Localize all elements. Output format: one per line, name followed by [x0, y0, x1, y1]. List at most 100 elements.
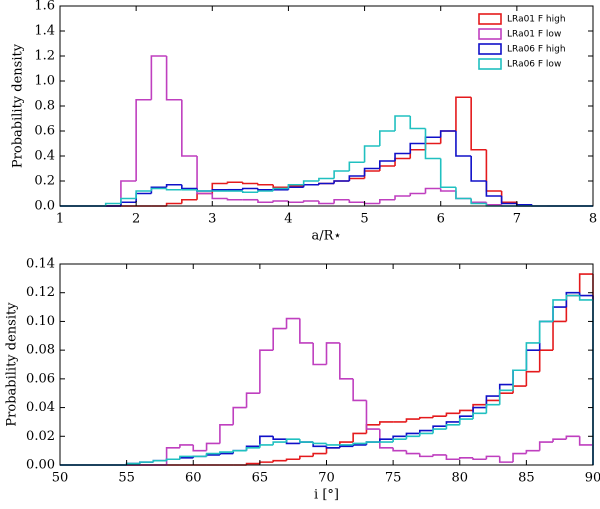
histogram-step [525, 349, 540, 371]
histogram-step [181, 198, 198, 204]
histogram-step [552, 438, 567, 443]
histogram-step [379, 160, 396, 169]
histogram-step [525, 449, 540, 454]
histogram-step [439, 188, 456, 192]
histogram-step [405, 432, 420, 437]
histogram-step [318, 182, 335, 185]
x-tick-label: 7 [513, 212, 521, 227]
histogram-step [405, 450, 420, 455]
histogram-step [418, 453, 434, 458]
histogram-step [339, 342, 354, 380]
histogram-step [485, 455, 500, 460]
histogram-step [211, 193, 228, 200]
x-tick-label: 3 [208, 212, 216, 227]
histogram-step [232, 406, 247, 425]
histogram-step [299, 318, 314, 344]
histogram-step [470, 97, 487, 151]
histogram-step [348, 161, 365, 171]
x-tick-label: 2 [132, 212, 140, 227]
histogram-step [352, 444, 367, 447]
x-tick-label: 5 [360, 212, 368, 227]
histogram-step [205, 454, 220, 457]
histogram-step [538, 441, 554, 451]
histogram-step [181, 184, 198, 190]
histogram-step [565, 294, 580, 322]
histogram-step [455, 96, 472, 131]
histogram-step [525, 370, 540, 387]
legend-label: LRa01 F low [507, 30, 561, 40]
histogram-step [365, 400, 380, 430]
histogram-step [405, 435, 420, 440]
y-tick-label: 0.04 [26, 400, 55, 415]
histogram-step [302, 183, 319, 188]
histogram-step [205, 452, 220, 457]
histogram-step [485, 202, 502, 206]
histogram-step [257, 190, 274, 193]
histogram-step [179, 457, 194, 460]
x-tick-label: 4 [284, 212, 292, 227]
x-tick-label: 6 [437, 212, 445, 227]
legend-swatch [478, 28, 502, 40]
histogram-step [394, 115, 411, 131]
histogram-step [512, 369, 527, 385]
histogram-step [196, 156, 213, 195]
histogram-step [365, 441, 380, 444]
x-tick-label: 70 [318, 471, 335, 486]
histogram-step [445, 454, 460, 461]
histogram-step [318, 201, 335, 205]
histogram-step [312, 442, 327, 445]
y-tick-label: 0.12 [26, 285, 55, 300]
histogram-step [498, 456, 514, 463]
histogram-step [472, 412, 487, 420]
histogram-step [458, 409, 474, 414]
y-tick-label: 1.2 [34, 49, 55, 64]
histogram-step [424, 136, 441, 144]
histogram-step [272, 436, 287, 440]
histogram-step [498, 389, 514, 405]
histogram-step [139, 461, 154, 464]
x-tick-label: 85 [518, 471, 535, 486]
histogram-step [394, 195, 411, 200]
histogram-step [318, 177, 335, 181]
histogram-step [312, 342, 327, 366]
histogram-step [285, 458, 300, 461]
histogram-step [348, 177, 365, 181]
histogram-step [219, 451, 234, 454]
histogram-step [439, 130, 456, 138]
histogram-step [352, 432, 367, 443]
histogram-step [472, 406, 487, 417]
histogram-step [525, 342, 540, 371]
histogram-step [259, 435, 274, 447]
histogram-step [409, 116, 426, 130]
histogram-step [299, 439, 314, 443]
histogram-step [538, 349, 554, 372]
histogram-step [152, 459, 167, 463]
histogram-step [165, 56, 182, 101]
histogram-step [409, 142, 426, 154]
histogram-step [104, 202, 121, 206]
histogram-step [538, 320, 554, 343]
histogram-step [302, 200, 319, 203]
y-tick-label: 1.4 [34, 24, 55, 39]
histogram-step [325, 446, 340, 454]
histogram-step [409, 148, 426, 159]
histogram-step [219, 452, 234, 455]
histogram-step [259, 461, 274, 464]
x-tick-label: 90 [585, 471, 600, 486]
histogram-step [538, 320, 554, 351]
histogram-step [348, 199, 365, 204]
histogram-step [458, 457, 474, 460]
histogram-step [196, 192, 213, 200]
histogram-step [285, 317, 300, 329]
histogram-step [470, 198, 487, 204]
y-tick-label: 0.14 [26, 257, 55, 272]
histogram-step [135, 190, 152, 199]
histogram-step [379, 438, 394, 443]
histogram-step [232, 449, 247, 453]
legend-swatch [478, 58, 502, 70]
histogram-step [312, 452, 327, 457]
histogram-step [272, 327, 287, 351]
histogram-step [516, 203, 533, 206]
histogram-step [150, 55, 167, 100]
y-tick-label: 0.00 [26, 458, 55, 473]
